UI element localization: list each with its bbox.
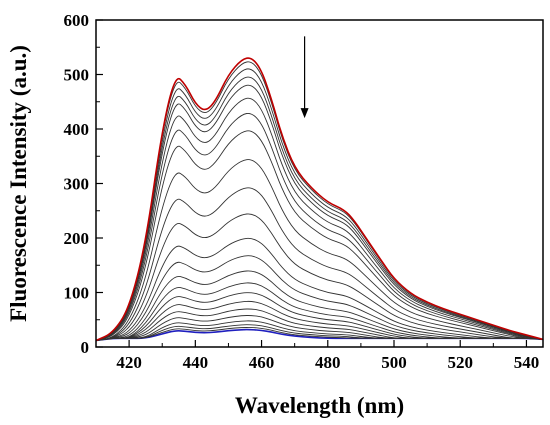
y-tick-label: 200: [64, 229, 90, 248]
y-axis-ticks: 0 100 200 300 400 500 600: [64, 11, 103, 357]
intensity-arrow: [300, 36, 309, 119]
series-line: [95, 97, 544, 341]
series-line: [95, 76, 544, 341]
series-line: [95, 57, 544, 342]
x-axis-ticks: 420 440 460 480 500 520 540: [95, 340, 540, 372]
series-line: [95, 112, 544, 341]
series-line: [95, 270, 544, 341]
y-tick-label: 500: [64, 66, 90, 85]
x-tick-label: 440: [183, 353, 209, 372]
x-tick-label: 520: [447, 353, 473, 372]
series-line: [95, 213, 544, 341]
y-tick-label: 400: [64, 120, 90, 139]
arrow-head: [300, 108, 309, 119]
x-tick-label: 420: [116, 353, 142, 372]
series-line: [95, 68, 544, 341]
y-tick-label: 300: [64, 175, 90, 194]
spectra-curves: [95, 57, 544, 342]
series-line: [95, 159, 544, 341]
series-line: [95, 237, 544, 341]
x-tick-label: 480: [315, 353, 341, 372]
x-axis-title: Wavelength (nm): [235, 393, 404, 418]
x-tick-label: 500: [381, 353, 407, 372]
series-line: [95, 84, 544, 341]
y-tick-label: 100: [64, 284, 90, 303]
x-tick-label: 540: [514, 353, 540, 372]
series-line: [95, 130, 544, 341]
x-tick-label: 460: [249, 353, 275, 372]
series-line: [95, 255, 544, 341]
y-tick-label: 600: [64, 11, 90, 30]
series-line: [95, 187, 544, 341]
y-tick-label: 0: [81, 338, 90, 357]
y-axis-title: Fluorescence Intensity (a.u.): [6, 45, 31, 322]
